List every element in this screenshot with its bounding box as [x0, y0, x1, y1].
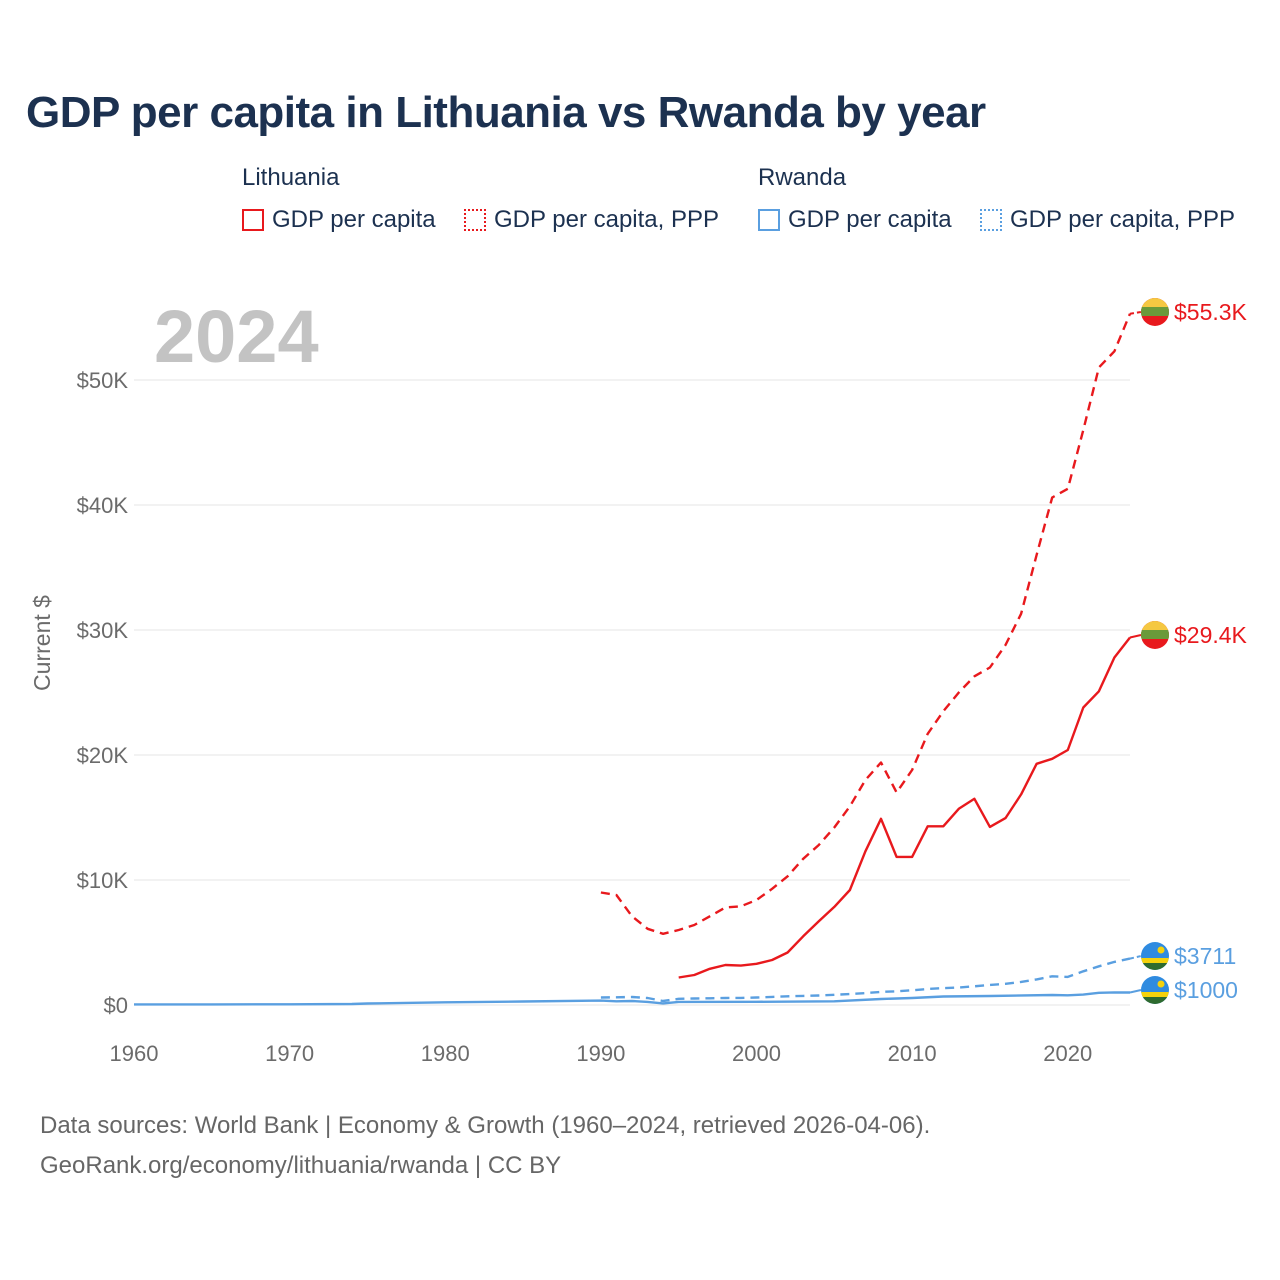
leader-line [1129, 634, 1142, 639]
series-line-3 [134, 991, 1131, 1006]
legend-rwanda-gdp-ppp[interactable]: GDP per capita, PPP [980, 206, 1235, 234]
flag-sun-icon [1157, 946, 1165, 954]
current-year-label: 2024 [154, 295, 319, 378]
legend-solid-swatch-icon [242, 209, 264, 231]
flag-yellow-stripe [1141, 958, 1169, 963]
x-tick-label: 1970 [265, 1041, 314, 1066]
legend-rwanda-gdp[interactable]: GDP per capita [758, 206, 952, 234]
rwanda-flag-icon [1141, 942, 1169, 970]
legend-lithuania-gdp-ppp[interactable]: GDP per capita, PPP [464, 206, 719, 234]
x-tick-label: 1960 [110, 1041, 159, 1066]
end-value-label: $29.4K [1174, 622, 1248, 648]
y-tick-label: $0 [104, 993, 128, 1018]
y-tick-label: $20K [77, 743, 129, 768]
flag-green-stripe [1141, 963, 1169, 970]
x-tick-label: 2010 [888, 1041, 937, 1066]
end-value-label: $55.3K [1174, 299, 1248, 325]
flag-green-stripe [1141, 307, 1169, 316]
y-axis-label: Current $ [29, 595, 55, 691]
legend-label: GDP per capita, PPP [1010, 206, 1235, 233]
series-line-0 [600, 313, 1132, 935]
legend-dotted-swatch-icon [980, 209, 1002, 231]
flag-green-stripe [1141, 997, 1169, 1004]
legend-lithuania-title: Lithuania [242, 164, 340, 191]
y-tick-label: $10K [77, 868, 129, 893]
y-tick-label: $40K [77, 493, 129, 518]
legend-lithuania-gdp[interactable]: GDP per capita [242, 206, 436, 234]
legend-dotted-swatch-icon [464, 209, 486, 231]
flag-yellow-stripe [1141, 621, 1169, 630]
x-tick-label: 2000 [732, 1041, 781, 1066]
leader-line [1129, 989, 1142, 994]
flag-green-stripe [1141, 630, 1169, 639]
end-value-label: $1000 [1174, 977, 1238, 1003]
source-line-1: Data sources: World Bank | Economy & Gro… [40, 1112, 931, 1139]
lithuania-flag-icon [1141, 621, 1169, 649]
legend-rwanda-title: Rwanda [758, 164, 847, 191]
x-tick-label: 1990 [576, 1041, 625, 1066]
end-value-label: $3711 [1174, 943, 1236, 969]
legend-label: GDP per capita [272, 206, 436, 233]
source-line-2[interactable]: GeoRank.org/economy/lithuania/rwanda | C… [40, 1152, 562, 1179]
legend-solid-swatch-icon [758, 209, 780, 231]
series-line-1 [678, 636, 1131, 979]
legend-label: GDP per capita [788, 206, 952, 233]
y-tick-label: $50K [77, 368, 129, 393]
line-chart: 2024 $0 $10K $20K $30K $40K $50K 1960 1970 1980 1… [29, 295, 1248, 1066]
flag-yellow-stripe [1141, 298, 1169, 307]
lithuania-flag-icon [1141, 298, 1169, 326]
leader-line [1129, 955, 1142, 960]
x-tick-label: 1980 [421, 1041, 470, 1066]
x-tick-label: 2020 [1043, 1041, 1092, 1066]
flag-yellow-stripe [1141, 992, 1169, 997]
flag-sun-icon [1157, 980, 1165, 988]
chart-title: GDP per capita in Lithuania vs Rwanda by… [26, 88, 986, 137]
leader-line [1129, 311, 1142, 315]
series-line-2 [600, 957, 1131, 1003]
rwanda-flag-icon [1141, 976, 1169, 1004]
y-tick-label: $30K [77, 618, 129, 643]
legend-label: GDP per capita, PPP [494, 206, 719, 233]
source-note: Data sources: World Bank | Economy & Gro… [40, 1106, 930, 1186]
